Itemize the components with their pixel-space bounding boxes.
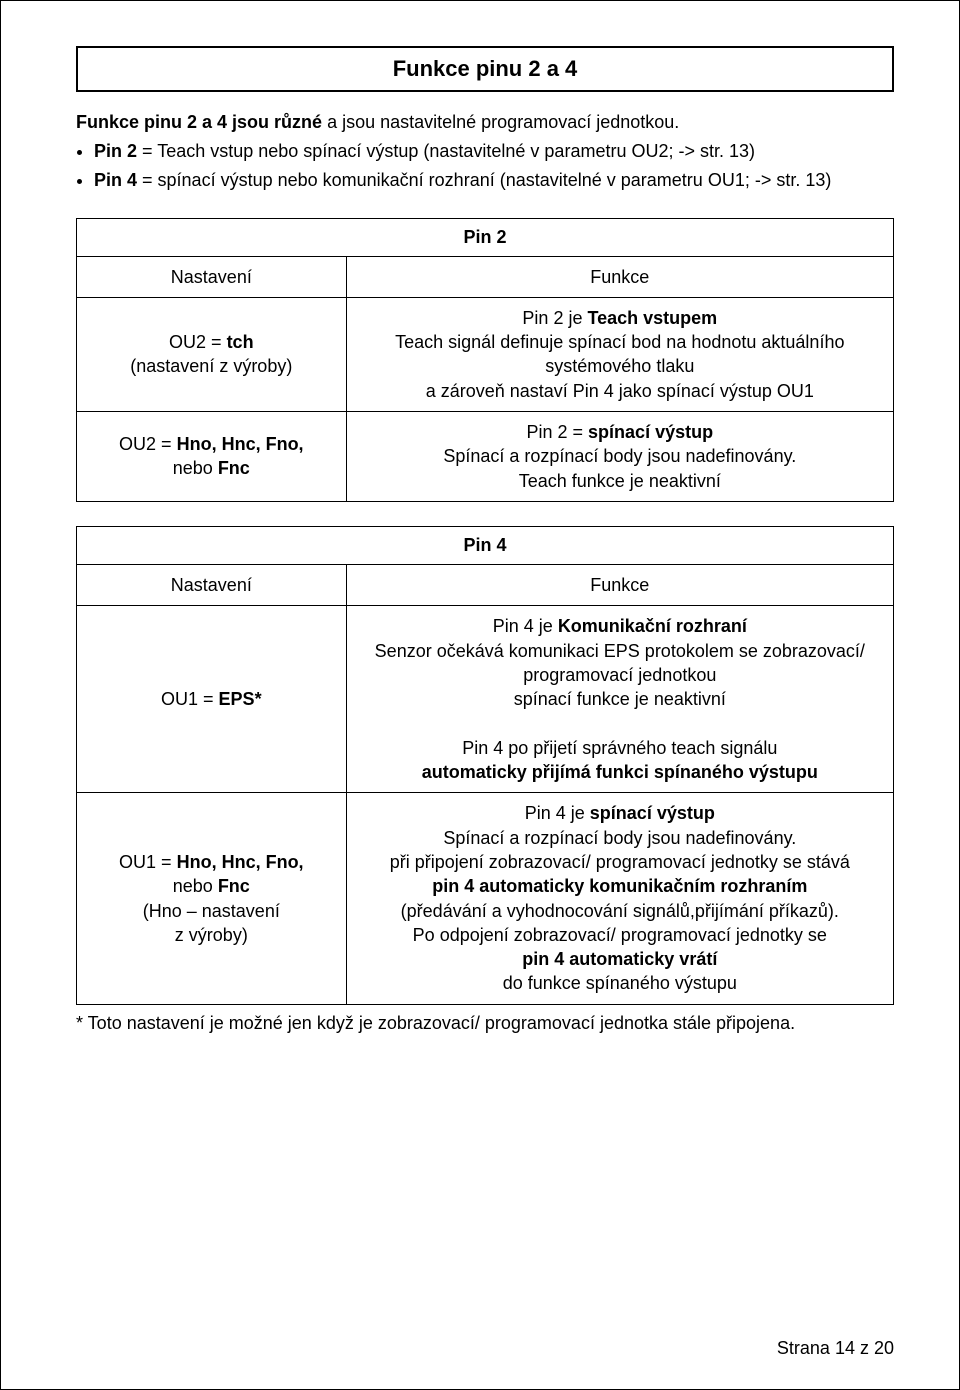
pin2-row2-setting-text: OU2 = Hno, Hnc, Fno,nebo Fnc bbox=[87, 432, 336, 481]
pin4-row2-func: Pin 4 je spínací výstupSpínací a rozpína… bbox=[346, 793, 893, 1004]
intro-paragraph: Funkce pinu 2 a 4 jsou různé a jsou nast… bbox=[76, 110, 894, 135]
pin2-row2-setting: OU2 = Hno, Hnc, Fno,nebo Fnc bbox=[77, 412, 347, 502]
page-footer: Strana 14 z 20 bbox=[777, 1338, 894, 1359]
pin2-row2-func: Pin 2 = spínací výstupSpínací a rozpínac… bbox=[346, 412, 893, 502]
pin2-col-funkce: Funkce bbox=[346, 256, 893, 297]
pin2-header: Pin 2 bbox=[77, 218, 894, 256]
pin4-row1-setting-text: OU1 = EPS* bbox=[87, 687, 336, 711]
page: Funkce pinu 2 a 4 Funkce pinu 2 a 4 jsou… bbox=[0, 0, 960, 1390]
pin2-table: Pin 2 Nastavení Funkce OU2 = tch(nastave… bbox=[76, 218, 894, 502]
pin4-col-funkce: Funkce bbox=[346, 564, 893, 605]
bullet-pin4: Pin 4 = spínací výstup nebo komunikační … bbox=[94, 168, 894, 193]
pin4-table: Pin 4 Nastavení Funkce OU1 = EPS* Pin 4 … bbox=[76, 526, 894, 1005]
pin4-row2-setting: OU1 = Hno, Hnc, Fno,nebo Fnc(Hno – nasta… bbox=[77, 793, 347, 1004]
pin4-row2-setting-text: OU1 = Hno, Hnc, Fno,nebo Fnc(Hno – nasta… bbox=[87, 850, 336, 947]
bullet-list: Pin 2 = Teach vstup nebo spínací výstup … bbox=[76, 139, 894, 193]
bullet-pin2: Pin 2 = Teach vstup nebo spínací výstup … bbox=[94, 139, 894, 164]
title-box: Funkce pinu 2 a 4 bbox=[76, 46, 894, 92]
page-title: Funkce pinu 2 a 4 bbox=[88, 56, 882, 82]
pin2-col-nastaveni-label: Nastavení bbox=[87, 265, 336, 289]
pin2-row1-setting: OU2 = tch(nastavení z výroby) bbox=[77, 297, 347, 411]
pin4-col-nastaveni: Nastavení bbox=[77, 564, 347, 605]
pin4-row1-func: Pin 4 je Komunikační rozhraníSenzor oček… bbox=[346, 606, 893, 793]
pin2-row1-setting-text: OU2 = tch(nastavení z výroby) bbox=[87, 330, 336, 379]
footnote: * Toto nastavení je možné jen když je zo… bbox=[76, 1011, 894, 1036]
pin4-col-nastaveni-label: Nastavení bbox=[87, 573, 336, 597]
pin2-row1-func: Pin 2 je Teach vstupemTeach signál defin… bbox=[346, 297, 893, 411]
pin4-row1-setting: OU1 = EPS* bbox=[77, 606, 347, 793]
pin2-col-nastaveni: Nastavení bbox=[77, 256, 347, 297]
pin4-header: Pin 4 bbox=[77, 526, 894, 564]
